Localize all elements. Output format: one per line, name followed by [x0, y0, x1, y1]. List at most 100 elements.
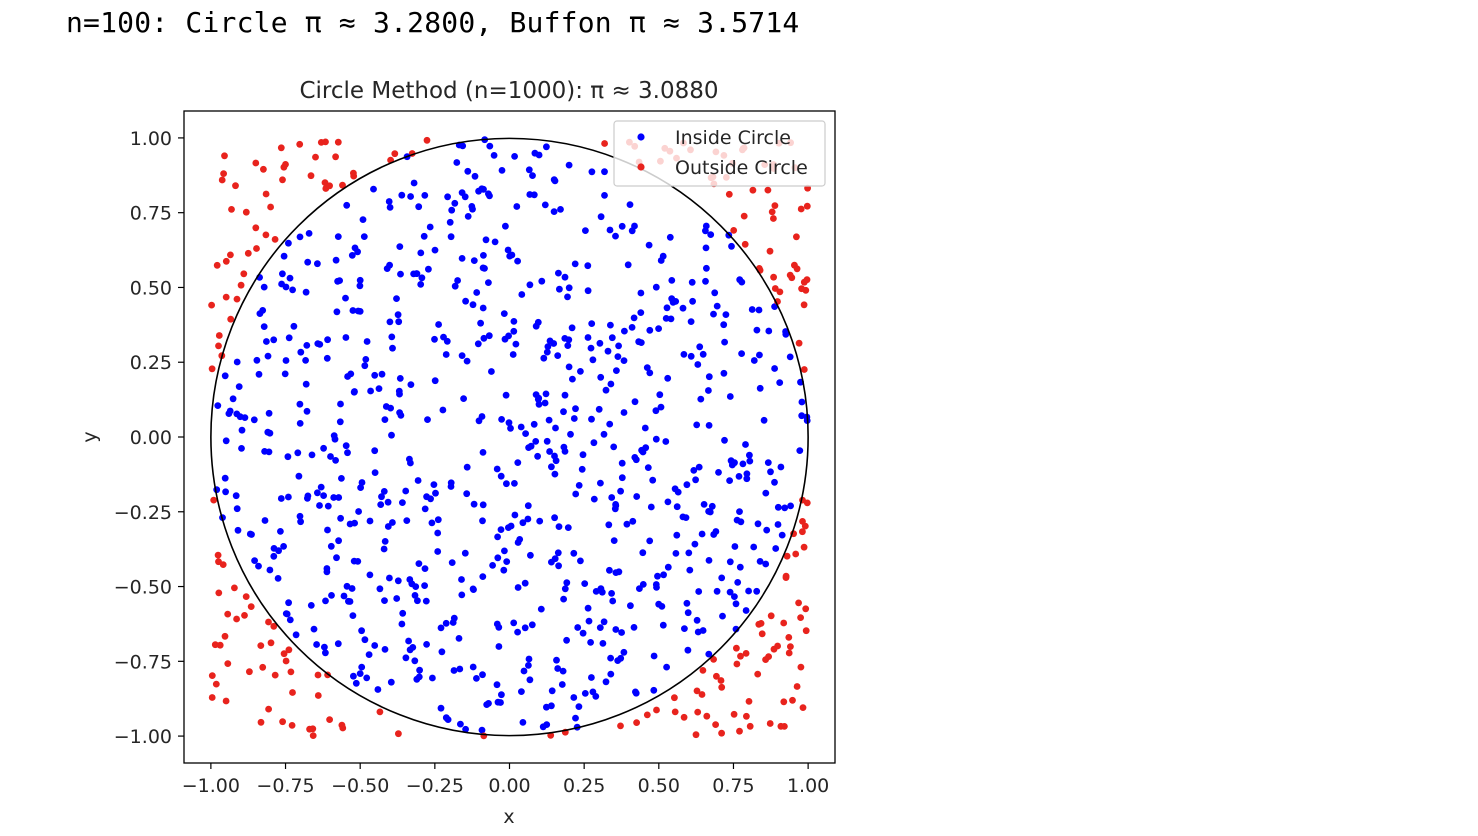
point-inside — [485, 332, 493, 340]
point-inside — [555, 562, 562, 570]
point-inside — [498, 691, 505, 699]
point-outside — [797, 663, 805, 671]
point-outside — [233, 295, 241, 303]
point-inside — [334, 233, 342, 241]
point-inside — [480, 252, 487, 259]
point-inside — [378, 370, 386, 378]
point-inside — [733, 516, 741, 524]
point-inside — [266, 566, 274, 574]
point-outside — [766, 720, 774, 727]
point-inside — [774, 521, 782, 528]
point-inside — [450, 667, 458, 674]
point-inside — [607, 654, 614, 662]
point-inside — [705, 422, 713, 429]
point-inside — [397, 412, 405, 419]
point-inside — [772, 545, 780, 552]
point-inside — [286, 274, 294, 282]
point-outside — [221, 152, 228, 160]
point-outside — [262, 190, 270, 198]
point-inside — [304, 492, 312, 500]
point-inside — [479, 501, 487, 509]
point-inside — [500, 310, 508, 317]
x-tick-label: 0.75 — [712, 775, 754, 797]
point-inside — [564, 293, 571, 301]
point-inside — [767, 468, 774, 476]
point-inside — [485, 190, 492, 198]
point-inside — [632, 456, 640, 464]
point-outside — [395, 730, 402, 738]
x-axis: −1.00 −0.75 −0.50 −0.25 0.00 0.25 0.50 0.75 1.00 — [182, 763, 829, 797]
point-inside — [718, 574, 726, 582]
point-inside — [608, 590, 615, 597]
point-inside — [731, 543, 739, 550]
point-inside — [399, 499, 406, 506]
point-inside — [430, 481, 438, 488]
point-inside — [491, 238, 499, 246]
point-outside — [780, 619, 788, 627]
point-inside — [796, 447, 804, 454]
point-inside — [577, 557, 584, 565]
point-inside — [598, 588, 606, 596]
point-inside — [406, 646, 414, 654]
point-inside — [328, 592, 335, 599]
point-inside — [432, 489, 439, 497]
point-inside — [458, 352, 466, 359]
point-outside — [698, 691, 706, 698]
point-inside — [380, 488, 388, 495]
point-inside — [650, 652, 658, 660]
point-outside — [267, 203, 274, 211]
point-inside — [639, 581, 647, 588]
point-inside — [343, 582, 351, 590]
point-inside — [630, 314, 638, 322]
point-inside — [650, 686, 658, 694]
point-outside — [730, 227, 738, 234]
point-inside — [564, 342, 572, 349]
point-outside — [252, 159, 260, 167]
point-inside — [493, 620, 501, 628]
point-inside — [557, 206, 564, 213]
y-tick-label: 0.75 — [130, 203, 172, 225]
point-inside — [618, 474, 626, 482]
point-inside — [317, 483, 325, 491]
y-axis: −1.00 −0.75 −0.50 −0.25 0.00 0.25 0.50 0.75 1.00 — [114, 128, 184, 748]
point-inside — [396, 243, 404, 251]
point-inside — [517, 423, 525, 431]
point-inside — [614, 353, 622, 360]
point-outside — [741, 240, 749, 248]
point-inside — [611, 505, 619, 513]
point-inside — [596, 339, 604, 347]
point-outside — [260, 165, 267, 173]
point-inside — [655, 325, 662, 332]
point-inside — [617, 654, 625, 662]
point-inside — [753, 326, 761, 334]
point-inside — [235, 383, 243, 390]
point-inside — [778, 531, 786, 539]
point-inside — [646, 369, 654, 377]
legend-marker-inside — [637, 133, 645, 141]
point-inside — [381, 538, 389, 545]
point-inside — [505, 419, 513, 427]
point-outside — [309, 725, 317, 733]
point-inside — [532, 438, 540, 445]
point-outside — [617, 722, 624, 730]
point-inside — [453, 159, 461, 166]
point-inside — [470, 586, 477, 593]
point-inside — [363, 674, 371, 682]
point-inside — [386, 204, 394, 211]
point-inside — [750, 543, 758, 551]
point-inside — [705, 650, 713, 658]
point-inside — [544, 343, 552, 350]
point-inside — [381, 416, 389, 423]
point-inside — [406, 455, 413, 463]
point-outside — [671, 708, 679, 716]
point-inside — [470, 500, 478, 508]
y-tick-label: 1.00 — [130, 128, 172, 150]
point-inside — [525, 444, 532, 451]
point-inside — [546, 448, 553, 455]
point-inside — [354, 248, 361, 256]
point-inside — [451, 282, 459, 290]
point-inside — [295, 472, 303, 480]
point-inside — [461, 549, 469, 557]
point-inside — [615, 568, 623, 576]
point-inside — [322, 597, 329, 605]
